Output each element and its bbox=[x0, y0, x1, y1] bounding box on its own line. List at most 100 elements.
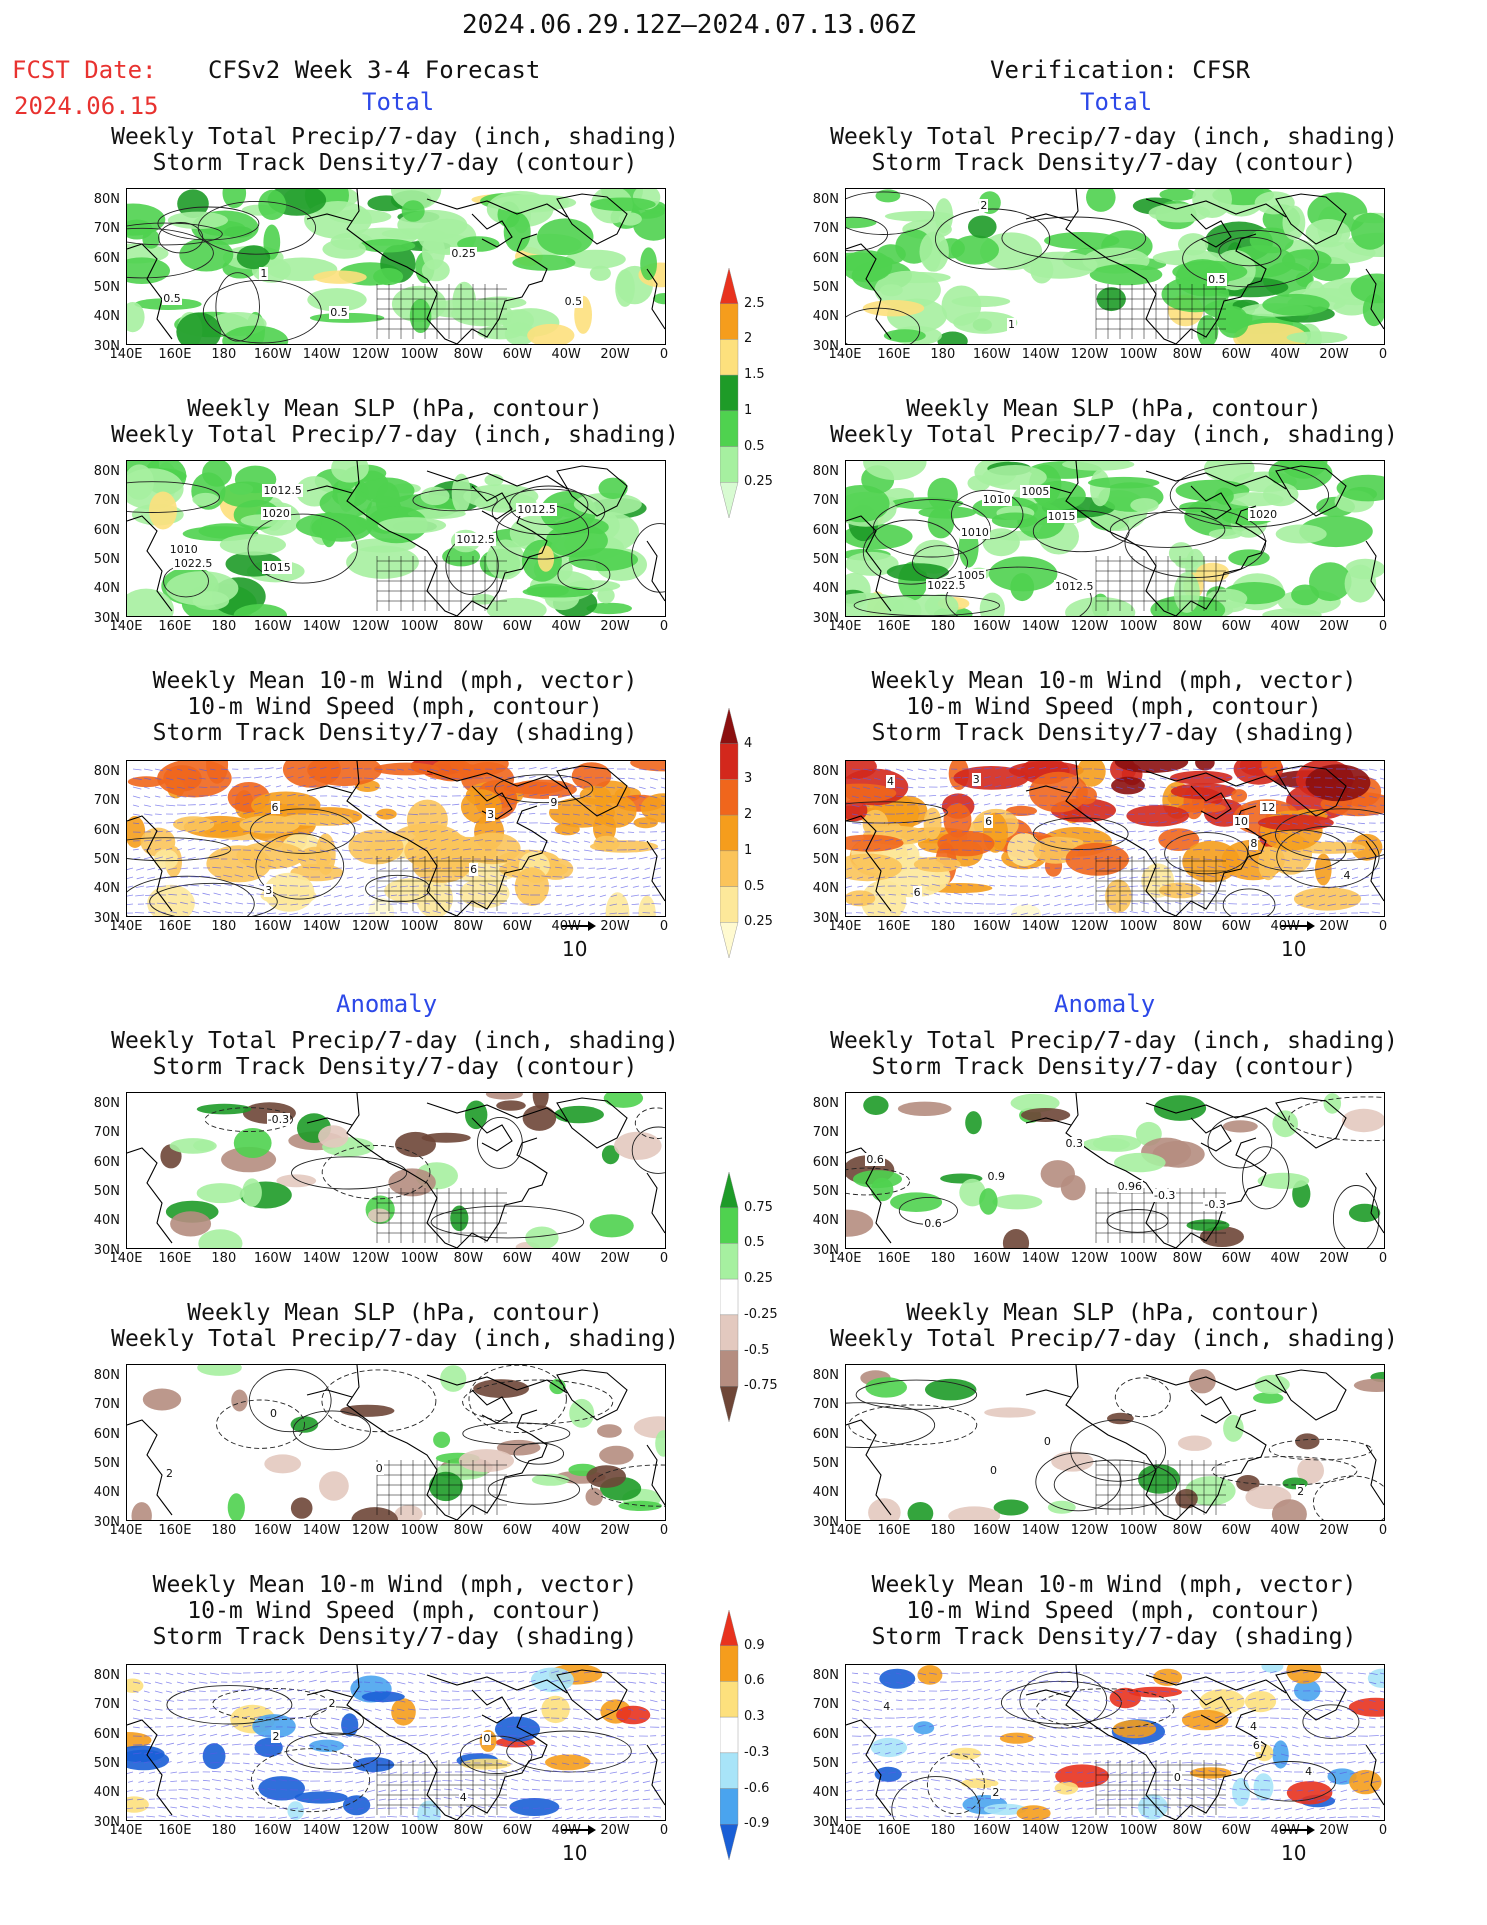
panel-title-fc_precip_anom-1: Storm Track Density/7-day (contour) bbox=[152, 1054, 638, 1080]
panel-title-ob_slp-1: Weekly Total Precip/7-day (inch, shading… bbox=[830, 422, 1398, 448]
lon-tick-label: 180 bbox=[211, 347, 237, 362]
colorbar-storm_total bbox=[720, 708, 739, 958]
lat-tick-label: 50N bbox=[812, 279, 839, 295]
lat-tick-label: 40N bbox=[812, 881, 839, 897]
lon-tick-label: 60W bbox=[1221, 919, 1251, 934]
contour-label: 3 bbox=[486, 808, 496, 822]
lon-tick-label: 180 bbox=[930, 1251, 956, 1266]
lat-tick-label: 40N bbox=[93, 1485, 120, 1501]
lon-tick-label: 180 bbox=[930, 619, 956, 634]
colorbar-label: 0.5 bbox=[744, 438, 765, 454]
lon-tick-label: 160W bbox=[253, 347, 292, 362]
contour-label: 1012.5 bbox=[455, 532, 496, 546]
contour-label: 1010 bbox=[959, 525, 990, 539]
vector-reference: 10 bbox=[562, 921, 596, 961]
lon-tick-label: 100W bbox=[1119, 1823, 1158, 1838]
lat-tick-label: 70N bbox=[812, 221, 839, 237]
lat-tick-label: 30N bbox=[93, 910, 120, 926]
lat-tick-label: 40N bbox=[812, 1785, 839, 1801]
contour-label: 1012.5 bbox=[516, 502, 557, 516]
contour-label: 6 bbox=[912, 885, 922, 899]
lon-tick-label: 40W bbox=[1270, 619, 1300, 634]
lon-tick-label: 120W bbox=[351, 1823, 390, 1838]
lat-tick-label: 60N bbox=[93, 1726, 120, 1742]
lon-tick-label: 180 bbox=[211, 1523, 237, 1538]
lon-tick-label: 80W bbox=[453, 919, 484, 934]
panel-title-fc_wind-0: Weekly Mean 10-m Wind (mph, vector) bbox=[152, 668, 638, 694]
lon-tick-label: 160W bbox=[253, 919, 292, 934]
lat-tick-label: 60N bbox=[812, 250, 839, 266]
lat-tick-label: 80N bbox=[812, 764, 839, 779]
lon-tick-label: 180 bbox=[211, 1251, 237, 1266]
colorbar-swatch bbox=[720, 779, 739, 816]
lat-tick-label: 60N bbox=[93, 1426, 120, 1442]
lat-tick-label: 30N bbox=[812, 338, 839, 354]
colorbar-swatch bbox=[720, 922, 739, 958]
colorbar-swatch bbox=[720, 1752, 739, 1789]
contour-label: 1015 bbox=[1046, 510, 1077, 524]
panel-title-fc_precip-1: Storm Track Density/7-day (contour) bbox=[152, 150, 638, 176]
lon-tick-label: 100W bbox=[400, 919, 439, 934]
contour-label: 1022.5 bbox=[926, 579, 967, 593]
lat-tick-label: 60N bbox=[93, 1154, 120, 1170]
map-panel-fc_wind_anom bbox=[126, 1664, 666, 1821]
vector-arrow-icon bbox=[1281, 1825, 1315, 1835]
lon-tick-label: 100W bbox=[400, 347, 439, 362]
section-anomaly-right: Anomaly bbox=[1054, 990, 1156, 1018]
colorbar-label: 0.75 bbox=[744, 1199, 773, 1215]
lat-tick-label: 40N bbox=[93, 881, 120, 897]
lon-tick-label: 160E bbox=[877, 1523, 911, 1538]
lon-tick-label: 20W bbox=[600, 1251, 630, 1266]
contour-label: 1005 bbox=[1020, 484, 1051, 498]
lat-tick-label: 80N bbox=[93, 1668, 120, 1683]
contour-label: 6 bbox=[1251, 1738, 1261, 1752]
panel-title-ob_slp-0: Weekly Mean SLP (hPa, contour) bbox=[906, 396, 1322, 422]
lon-tick-label: 140W bbox=[302, 919, 341, 934]
lon-tick-label: 80W bbox=[1172, 1523, 1203, 1538]
lon-tick-label: 160E bbox=[158, 347, 192, 362]
lon-tick-label: 80W bbox=[453, 347, 484, 362]
lon-tick-label: 80W bbox=[1172, 1251, 1203, 1266]
panel-title-fc_wind_anom-2: Storm Track Density/7-day (shading) bbox=[152, 1624, 638, 1650]
lat-tick-label: 30N bbox=[812, 1242, 839, 1258]
panel-title-ob_wind-0: Weekly Mean 10-m Wind (mph, vector) bbox=[871, 668, 1357, 694]
lon-tick-label: 0 bbox=[1378, 347, 1388, 362]
colorbar-label: 0.25 bbox=[744, 914, 773, 930]
colorbar-swatch bbox=[720, 1350, 739, 1387]
lat-tick-label: 70N bbox=[812, 1697, 839, 1713]
vector-reference-label: 10 bbox=[1281, 937, 1307, 961]
lon-tick-label: 120W bbox=[1070, 619, 1109, 634]
lat-tick-label: 80N bbox=[93, 1368, 120, 1383]
lon-tick-label: 140W bbox=[1021, 1523, 1060, 1538]
contour-label: 6 bbox=[984, 815, 994, 829]
colorbar-label: 0.6 bbox=[744, 1673, 765, 1689]
lat-tick-label: 50N bbox=[812, 851, 839, 867]
lon-tick-label: 40W bbox=[551, 1523, 581, 1538]
lat-tick-label: 30N bbox=[93, 338, 120, 354]
colorbar-swatch bbox=[720, 1278, 739, 1316]
panel-title-ob_slp_anom-1: Weekly Total Precip/7-day (inch, shading… bbox=[830, 1326, 1398, 1352]
colorbar-label: 2.5 bbox=[744, 295, 765, 311]
lon-tick-label: 140W bbox=[1021, 919, 1060, 934]
lon-tick-label: 0 bbox=[659, 1823, 669, 1838]
lon-tick-label: 20W bbox=[1319, 347, 1349, 362]
lon-tick-label: 140E bbox=[109, 1251, 143, 1266]
vector-arrow-icon bbox=[562, 921, 596, 931]
lon-tick-label: 160W bbox=[972, 347, 1011, 362]
lat-tick-label: 60N bbox=[812, 1726, 839, 1742]
colorbar-label: 2 bbox=[744, 331, 753, 347]
lat-tick-label: 60N bbox=[93, 522, 120, 538]
lon-tick-label: 160W bbox=[253, 1251, 292, 1266]
contour-label: 1012.5 bbox=[1054, 579, 1095, 593]
colorbar-label: -0.3 bbox=[744, 1744, 770, 1760]
lon-tick-label: 160E bbox=[877, 1823, 911, 1838]
lon-tick-label: 100W bbox=[1119, 919, 1158, 934]
lon-tick-label: 140W bbox=[302, 1523, 341, 1538]
lon-tick-label: 160W bbox=[972, 1251, 1011, 1266]
contour-label: 2 bbox=[991, 1786, 1001, 1800]
vector-reference: 10 bbox=[562, 1825, 596, 1865]
lon-tick-label: 80W bbox=[1172, 919, 1203, 934]
colorbar-swatch bbox=[720, 446, 739, 483]
contour-label: -0.3 bbox=[266, 1113, 291, 1127]
vector-reference-label: 10 bbox=[1281, 1841, 1307, 1865]
